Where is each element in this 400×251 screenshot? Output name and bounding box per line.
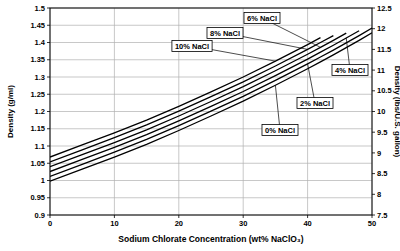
- label-box: [262, 125, 298, 136]
- series-labels: 0% NaCl 2% NaCl 4% NaCl 6% NaCl 8% NaCl10% N…: [172, 13, 368, 136]
- x-tick: [114, 215, 115, 218]
- y2-axis-title: Density (lbs/U.S. gallon): [393, 66, 400, 158]
- y2-tick-label: 8: [377, 190, 381, 199]
- y-tick-label: 0.95: [30, 193, 45, 202]
- y2-tick: [372, 111, 375, 112]
- y-tick: [47, 8, 50, 9]
- y2-tick-label: 9: [377, 149, 381, 158]
- y-tick-label: 1: [41, 176, 45, 185]
- y-tick-label: 1.05: [30, 159, 45, 168]
- y-tick: [47, 111, 50, 112]
- y2-tick: [372, 132, 375, 133]
- background: [0, 0, 400, 251]
- plot-frame: [50, 8, 372, 215]
- y2-tick: [372, 70, 375, 71]
- series-label: 8% NaCl: [210, 29, 240, 38]
- y2-tick: [372, 49, 375, 50]
- label-box: [297, 98, 333, 109]
- grid-line: [50, 180, 372, 181]
- y2-tick-label: 11.5: [377, 45, 391, 54]
- series-label: 4% NaCl: [335, 66, 365, 75]
- y-tick: [47, 128, 50, 129]
- y-tick: [47, 59, 50, 60]
- y2-tick: [372, 28, 375, 29]
- x-tick: [307, 215, 308, 218]
- leader-line: [275, 85, 280, 130]
- x-tick-label: 10: [110, 219, 118, 228]
- y2-tick-label: 11: [377, 66, 385, 75]
- grid-line: [50, 94, 372, 95]
- y-tick: [47, 215, 50, 216]
- y2-tick: [372, 90, 375, 91]
- x-tick: [178, 215, 179, 218]
- label-box: [244, 13, 280, 24]
- y-tick-label: 1.1: [35, 142, 45, 151]
- y-axis-title: Density (g/ml): [6, 85, 15, 138]
- y2-tick: [372, 194, 375, 195]
- y-tick-label: 1.4: [35, 38, 46, 47]
- series-label: 6% NaCl: [247, 14, 277, 23]
- y-tick: [47, 163, 50, 164]
- y2-tick-label: 9.5: [377, 128, 387, 137]
- series-line: [50, 31, 359, 172]
- x-tick-label: 30: [239, 219, 247, 228]
- x-tick-label: 50: [368, 219, 376, 228]
- y-tick: [47, 42, 50, 43]
- y-tick: [47, 25, 50, 26]
- label-box: [332, 65, 368, 76]
- series-label: 0% NaCl: [265, 126, 295, 135]
- grid-line: [50, 77, 372, 78]
- grid-line: [50, 128, 372, 129]
- grid-line: [50, 146, 372, 147]
- y-tick-label: 1.3: [35, 73, 45, 82]
- y-tick: [47, 146, 50, 147]
- grid-line: [114, 8, 115, 215]
- series-group: [50, 28, 372, 181]
- y2-tick-label: 10.5: [377, 86, 392, 95]
- y-tick-label: 1.2: [35, 107, 45, 116]
- x-axis-title: Sodium Chlorate Concentration (wt% NaClO…: [118, 234, 303, 244]
- label-box: [172, 41, 212, 52]
- y-tick-label: 1.45: [30, 21, 45, 30]
- y-tick: [47, 77, 50, 78]
- y-tick-label: 1.35: [30, 55, 45, 64]
- x-tick: [372, 215, 373, 218]
- grid-line: [50, 197, 372, 198]
- x-tick-label: 20: [175, 219, 183, 228]
- y2-tick-label: 12: [377, 24, 385, 33]
- grid-line: [307, 8, 308, 215]
- y2-tick-label: 7.5: [377, 211, 387, 220]
- series-line: [50, 33, 346, 167]
- label-box: [207, 28, 243, 39]
- x-tick: [243, 215, 244, 218]
- grid-line: [243, 8, 244, 215]
- y-tick-label: 1.5: [35, 4, 45, 13]
- series-label: 10% NaCl: [175, 42, 209, 51]
- y2-tick-label: 10: [377, 107, 385, 116]
- series-line: [50, 36, 333, 162]
- y-tick: [47, 180, 50, 181]
- x-tick-label: 0: [48, 219, 52, 228]
- y2-tick: [372, 8, 375, 9]
- series-line: [50, 28, 372, 176]
- y2-tick: [372, 152, 375, 153]
- y-tick: [47, 94, 50, 95]
- y-tick-label: 0.9: [35, 211, 45, 220]
- x-tick: [50, 215, 51, 218]
- y-tick: [47, 197, 50, 198]
- y2-tick: [372, 173, 375, 174]
- series-label: 2% NaCl: [300, 99, 330, 108]
- series-line: [50, 38, 320, 157]
- y2-tick-label: 8.5: [377, 169, 387, 178]
- x-tick-label: 40: [303, 219, 311, 228]
- y2-tick-label: 12.5: [377, 4, 392, 13]
- y-tick-label: 1.25: [30, 90, 45, 99]
- chart: 0.9 0.95 1 1.05 1.1 1.15 1.2 1.25 1.3 1.35 1.4 1.45…: [0, 0, 400, 251]
- grid-line: [50, 25, 372, 26]
- y2-tick: [372, 215, 375, 216]
- y-tick-label: 1.15: [30, 124, 45, 133]
